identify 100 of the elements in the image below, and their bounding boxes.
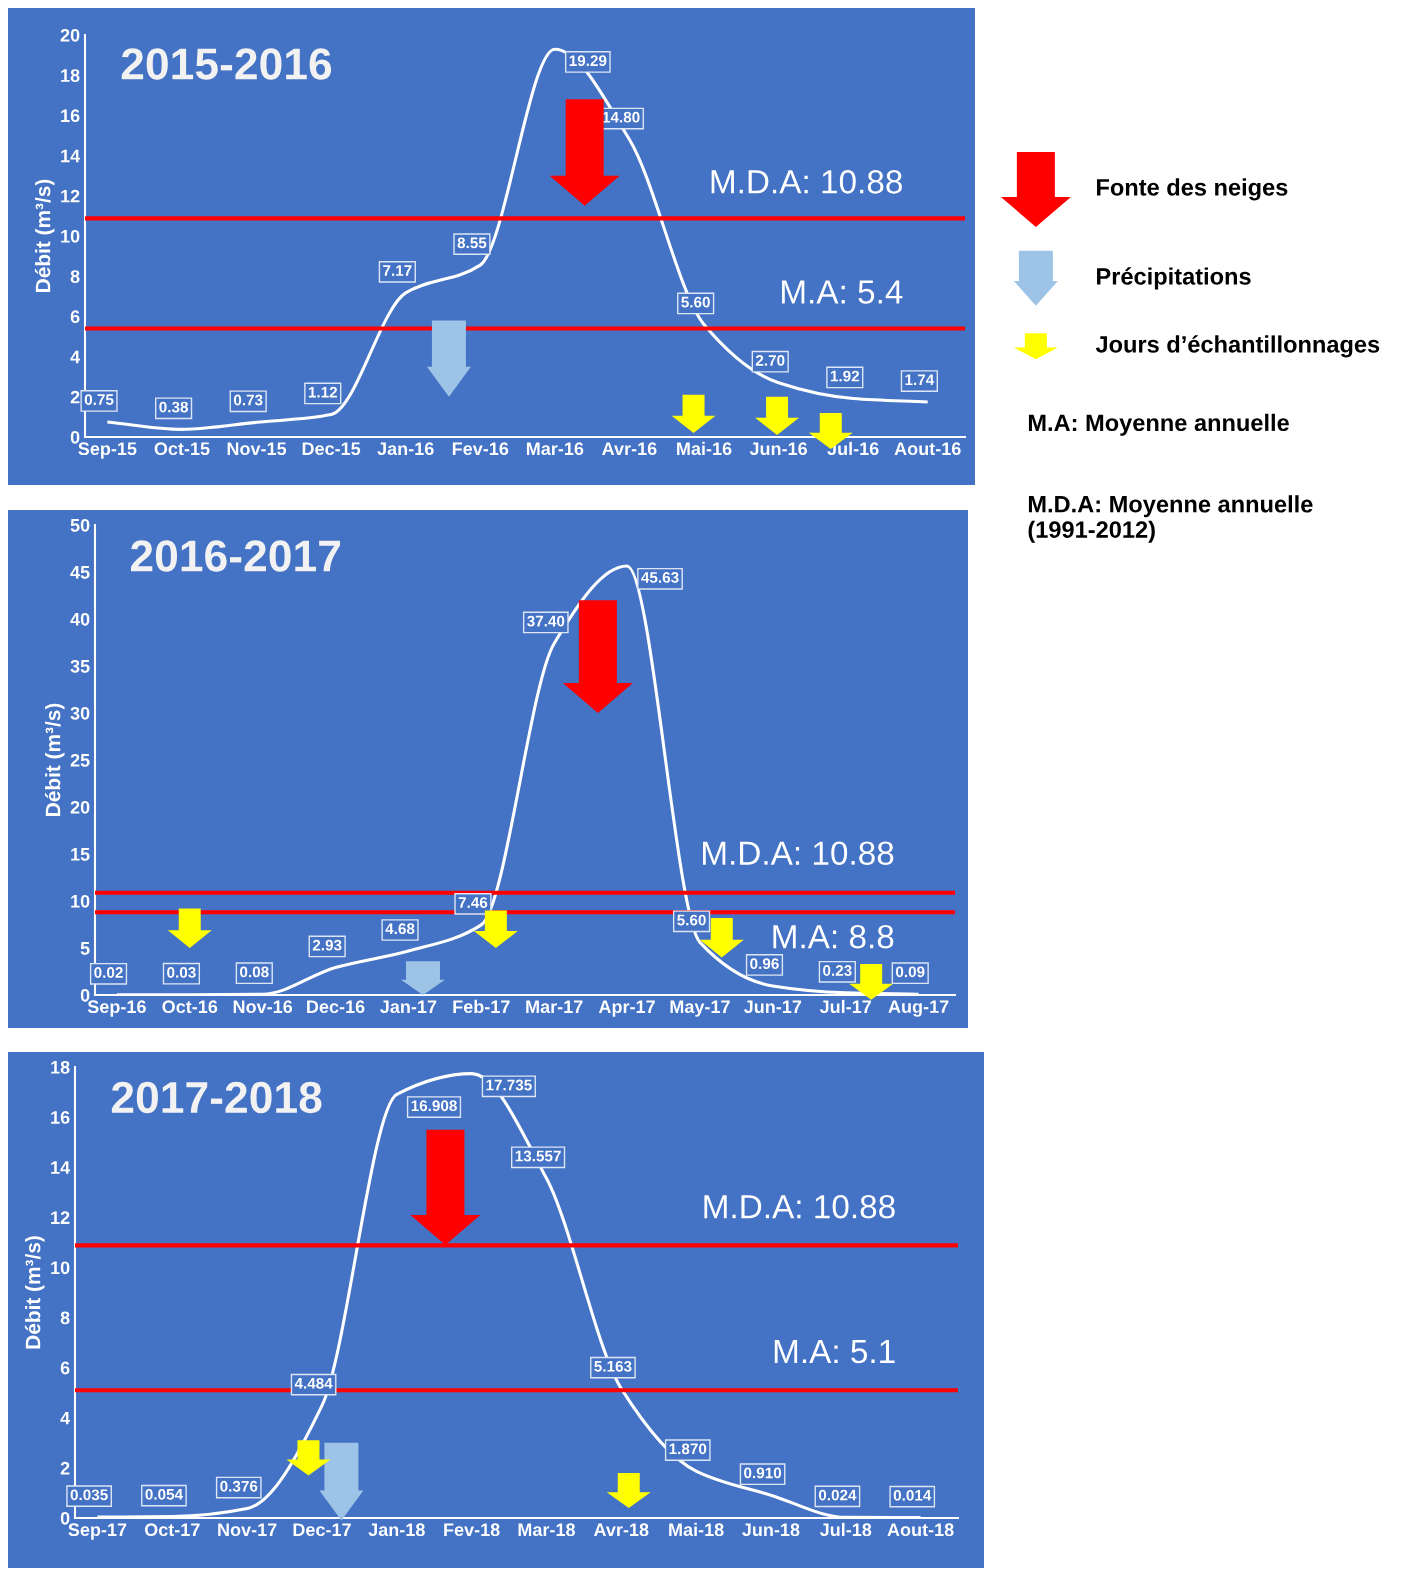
y-tick-label: 18 — [51, 1060, 70, 1074]
y-tick-label: 50 — [70, 518, 90, 532]
data-label: 0.96 — [750, 958, 779, 970]
source-note: Fonte des neiges — [1097, 178, 1288, 201]
data-label: 13.557 — [515, 1150, 561, 1162]
x-tick-label: Apr-17 — [598, 1000, 655, 1017]
y-tick-label: 14 — [51, 1161, 71, 1174]
y-tick-label: 0 — [80, 988, 90, 1002]
data-label: 7.17 — [383, 265, 412, 276]
x-tick-label: Aout-16 — [894, 442, 961, 456]
x-tick-label: Aug-17 — [888, 1000, 949, 1017]
y-tick-label: 6 — [70, 310, 80, 324]
y-tick-label: 10 — [71, 894, 90, 908]
x-tick-label: Jun-17 — [743, 1000, 802, 1014]
text: M.A: Moyenne annuelle — [1028, 413, 1289, 436]
x-tick-label: Mar-17 — [526, 1000, 583, 1014]
x-tick-label: Nov-16 — [233, 1000, 293, 1014]
y-axis-title: Débit (m³/s) — [44, 703, 65, 816]
y-tick-label: 0 — [60, 1511, 70, 1525]
data-label: 0.014 — [893, 1489, 932, 1501]
y-tick-label: 20 — [70, 800, 90, 814]
x-tick-label: Feb-17 — [453, 999, 510, 1014]
data-label: 0.38 — [159, 401, 189, 413]
x-tick-label: Mar-18 — [518, 1523, 575, 1537]
x-tick-label: Nov-15 — [227, 442, 287, 456]
data-label: 0.03 — [167, 966, 196, 978]
y-tick-label: 14 — [61, 149, 81, 163]
x-tick-label: Jul-18 — [819, 1522, 872, 1537]
x-tick-label: Jan-16 — [377, 442, 434, 456]
x-tick-label: Nov-17 — [218, 1523, 277, 1537]
x-tick-label: Oct-15 — [154, 442, 210, 456]
x-tick-label: Jun-16 — [749, 442, 808, 456]
data-label: 2.93 — [312, 939, 342, 951]
y-tick-label: 40 — [70, 612, 90, 626]
y-tick-label: 12 — [61, 189, 80, 203]
y-tick-label: 25 — [70, 753, 90, 767]
y-tick-label: 10 — [61, 229, 80, 243]
ref-line-label: M.D.A: 10.88 — [703, 841, 894, 865]
y-tick-label: 5 — [80, 942, 90, 955]
y-tick-label: 6 — [60, 1361, 70, 1375]
data-label: 1.92 — [830, 370, 860, 382]
data-label: 0.02 — [94, 967, 123, 978]
x-tick-label: Dec-16 — [307, 1000, 365, 1014]
x-tick-label: Mai-18 — [669, 1522, 724, 1537]
data-label: 0.376 — [220, 1480, 258, 1492]
x-tick-label: Sep-15 — [78, 442, 137, 459]
text: Précipitations — [1097, 267, 1251, 290]
x-tick-label: Mai-16 — [677, 441, 732, 456]
ref-line-label: M.D.A: 10.88 — [704, 1194, 895, 1219]
data-label: 0.75 — [84, 394, 114, 406]
data-label: 0.024 — [818, 1489, 857, 1501]
x-tick-label: Mar-16 — [526, 442, 584, 456]
y-axis-title: Débit (m³/s) — [34, 179, 55, 292]
ref-line-label: M.A: 5.1 — [774, 1340, 895, 1364]
x-tick-label: Avr-16 — [602, 442, 657, 456]
data-label: 2.70 — [755, 355, 785, 366]
x-tick-label: Sep-17 — [68, 1523, 127, 1540]
data-label: 1.74 — [905, 374, 935, 385]
data-label: 5.60 — [677, 914, 706, 926]
y-tick-label: 2 — [60, 1461, 70, 1475]
data-label: 7.46 — [458, 897, 488, 908]
y-tick-label: 10 — [51, 1261, 70, 1275]
y-tick-label: 2 — [70, 390, 80, 404]
ref-line-label: M.A: 8.8 — [773, 924, 894, 949]
x-tick-label: Jul-17 — [819, 999, 871, 1014]
ref-line-label: M.D.A: 10.88 — [711, 170, 902, 194]
data-label: 8.55 — [457, 237, 487, 249]
x-tick-label: Dec-15 — [302, 442, 361, 456]
text: Jours d’échantillonnages — [1095, 335, 1380, 358]
data-label: 17.735 — [486, 1079, 532, 1091]
x-tick-label: Jan-18 — [368, 1523, 425, 1537]
data-label: 5.60 — [681, 296, 710, 308]
chart-title: 2015-2016 — [121, 48, 332, 80]
data-label: 0.23 — [823, 965, 852, 976]
y-tick-label: 4 — [60, 1411, 71, 1425]
x-tick-label: May-17 — [670, 1000, 730, 1017]
y-tick-label: 16 — [51, 1111, 70, 1124]
y-tick-label: 20 — [60, 28, 80, 42]
chart-title: 2017-2018 — [111, 1081, 322, 1114]
x-tick-label: Oct-16 — [162, 1000, 218, 1014]
y-tick-label: 16 — [61, 109, 80, 123]
data-label: 0.035 — [70, 1489, 108, 1501]
data-label: 1.870 — [669, 1443, 707, 1455]
data-label: 0.054 — [145, 1488, 183, 1500]
chart-title: 2016-2017 — [130, 540, 340, 572]
data-label: 0.910 — [744, 1467, 782, 1479]
data-label: 4.68 — [385, 923, 415, 935]
y-tick-label: 12 — [51, 1211, 70, 1224]
data-label: 1.12 — [308, 386, 338, 398]
data-label: 45.63 — [641, 572, 679, 583]
y-tick-label: 18 — [61, 69, 80, 82]
data-label: 0.09 — [895, 966, 925, 978]
x-tick-label: Jan-17 — [380, 1000, 437, 1014]
y-tick-label: 45 — [70, 566, 90, 579]
y-tick-label: 35 — [70, 659, 90, 673]
y-tick-label: 8 — [60, 1311, 70, 1325]
y-tick-label: 30 — [70, 706, 90, 720]
y-tick-label: 8 — [70, 270, 80, 283]
data-label: 5.163 — [594, 1360, 632, 1372]
ref-line-label: M.A: 5.4 — [782, 280, 903, 304]
